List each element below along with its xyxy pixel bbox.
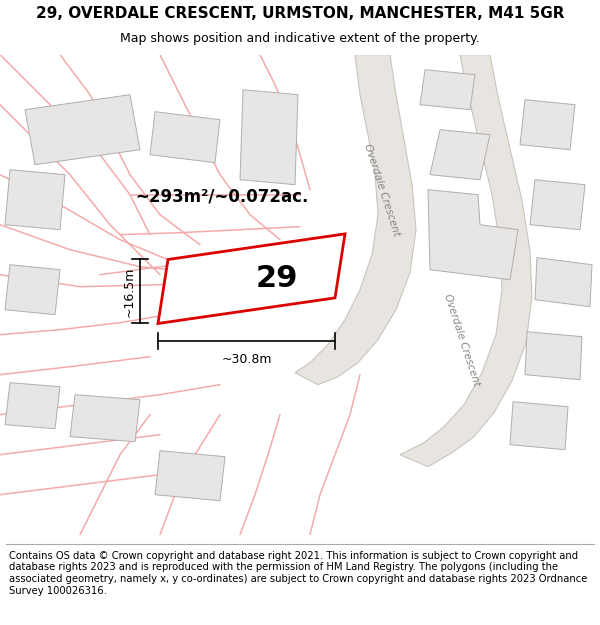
Polygon shape <box>5 265 60 315</box>
Text: Map shows position and indicative extent of the property.: Map shows position and indicative extent… <box>120 31 480 44</box>
Polygon shape <box>150 112 220 162</box>
Polygon shape <box>520 99 575 149</box>
Polygon shape <box>155 451 225 501</box>
Text: ~293m²/~0.072ac.: ~293m²/~0.072ac. <box>135 188 308 206</box>
Text: 29, OVERDALE CRESCENT, URMSTON, MANCHESTER, M41 5GR: 29, OVERDALE CRESCENT, URMSTON, MANCHEST… <box>36 6 564 21</box>
Polygon shape <box>25 94 140 164</box>
Polygon shape <box>535 258 592 307</box>
Polygon shape <box>420 69 475 110</box>
Polygon shape <box>240 89 298 185</box>
Polygon shape <box>510 402 568 450</box>
Polygon shape <box>295 54 416 384</box>
Polygon shape <box>400 54 532 467</box>
Text: ~30.8m: ~30.8m <box>221 352 272 366</box>
Polygon shape <box>158 234 345 324</box>
Polygon shape <box>430 129 490 180</box>
Polygon shape <box>5 382 60 429</box>
Polygon shape <box>530 180 585 229</box>
Text: Contains OS data © Crown copyright and database right 2021. This information is : Contains OS data © Crown copyright and d… <box>9 551 587 596</box>
Polygon shape <box>428 190 518 280</box>
Text: ~16.5m: ~16.5m <box>123 266 136 317</box>
Polygon shape <box>5 169 65 229</box>
Text: Overdale Crescent: Overdale Crescent <box>362 142 401 237</box>
Text: 29: 29 <box>255 264 298 293</box>
Polygon shape <box>70 395 140 442</box>
Text: Overdale Crescent: Overdale Crescent <box>442 292 482 387</box>
Polygon shape <box>525 332 582 379</box>
